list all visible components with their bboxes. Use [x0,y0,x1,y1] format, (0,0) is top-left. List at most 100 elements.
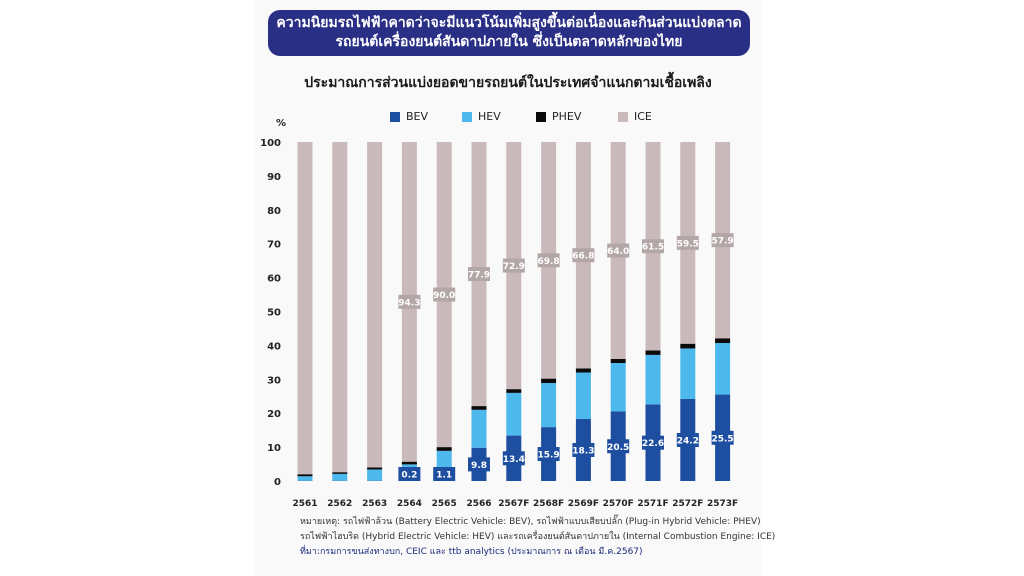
bar-hev-2563 [367,469,383,481]
ice-label-box-2565 [433,287,456,302]
x-tick-label-2566: 2566 [466,499,491,509]
y-tick-label: 30 [267,375,281,386]
x-tick-label-2562: 2562 [327,499,352,509]
x-tick-label-2571F: 2571F [637,499,668,509]
headline-line-1: ความนิยมรถไฟฟ้าคาดว่าจะมีแนวโน้มเพิ่มสูง… [276,15,742,31]
ice-value-label-2567F: 72.9 [503,262,525,272]
bar-phev-2569F [575,368,591,373]
bev-label-box-2569F [572,442,595,457]
ice-value-label-2565: 90.0 [433,291,455,301]
bev-label-box-2565 [433,467,456,481]
headline-line-2: รถยนต์เครื่องยนต์สันดาปภายใน ซึ่งเป็นตลา… [335,34,683,50]
bar-ice-2561 [297,142,313,475]
legend-label-hev: HEV [478,110,501,123]
y-tick-label: 10 [267,443,281,454]
ice-label-box-2566 [468,267,490,282]
bev-value-label-2567F: 13.4 [503,455,525,465]
bar-hev-2570F [610,363,626,412]
chart-notes: หมายเหตุ: รถไฟฟ้าล้วน (Battery Electric … [300,515,776,560]
bar-hev-2569F [575,372,591,419]
bev-label-box-2570F [607,439,630,454]
y-tick-label: 90 [267,172,281,183]
bar-ice-2563 [367,142,383,468]
bar-hev-2572F [680,348,696,399]
bar-phev-2563 [367,467,383,470]
bar-hev-2568F [541,383,557,428]
bev-value-label-2572F: 24.2 [677,436,699,446]
bev-label-box-2566 [468,457,490,472]
legend-label-ice: ICE [634,110,652,123]
ice-label-box-2567F [502,258,525,273]
legend-swatch-hev [462,111,472,122]
bar-phev-2573F [715,338,731,344]
y-axis-unit-label: % [276,118,286,129]
bev-value-label-2568F: 15.9 [537,451,559,461]
legend-swatch-phev [536,111,546,122]
x-tick-label-2570F: 2570F [603,499,634,509]
headline-banner: ความนิยมรถไฟฟ้าคาดว่าจะมีแนวโน้มเพิ่มสูง… [268,10,750,56]
bev-label-box-2567F [502,451,525,466]
x-tick-label-2567F: 2567F [498,499,529,509]
bar-phev-2564 [401,461,417,465]
y-tick-label: 40 [267,341,281,352]
ice-label-box-2571F [642,239,664,254]
legend-item-phev: PHEV [536,110,581,123]
bev-label-box-2572F [676,432,699,447]
ice-value-label-2572F: 59.5 [677,239,699,249]
x-tick-label-2563: 2563 [362,499,387,509]
ice-label-box-2572F [676,235,699,250]
bev-value-label-2565: 1.1 [436,471,452,481]
chart-legend: BEV HEV PHEV ICE [380,110,700,128]
x-tick-label-2573F: 2573F [707,499,738,509]
legend-label-bev: BEV [406,110,429,123]
note-line-1: หมายเหตุ: รถไฟฟ้าล้วน (Battery Electric … [300,517,761,527]
legend-item-ice: ICE [618,110,652,123]
bev-value-label-2564: 0.2 [401,471,417,481]
ice-value-label-2564: 94.3 [398,298,420,308]
bev-label-box-2573F [711,430,734,445]
bar-hev-2561 [297,476,313,481]
bev-value-label-2570F: 20.5 [607,443,629,453]
bar-hev-2567F [506,392,522,436]
bar-phev-2565 [436,447,452,451]
ice-label-box-2569F [572,248,595,263]
chart-title: ประมาณการส่วนแบ่งยอดขายรถยนต์ในประเทศจำแ… [304,75,712,91]
bev-label-box-2564 [398,467,421,481]
x-tick-label-2569F: 2569F [568,499,599,509]
bar-phev-2567F [506,389,522,393]
source-line: ที่มา:กรมการขนส่งทางบก, CEIC และ ttb ana… [300,547,643,557]
bar-hev-2562 [332,473,348,481]
stacked-bar-chart: % 0 10 20 30 40 50 60 70 80 90 100 2561 2562 2563 94.3 0… [260,118,738,509]
bev-label-box-2571F [642,435,664,450]
ice-label-box-2564 [398,294,421,309]
bev-value-label-2571F: 22.6 [642,439,664,449]
ice-label-box-2570F [607,243,630,258]
bar-phev-2570F [610,358,626,364]
y-tick-label: 70 [267,240,281,251]
y-tick-label: 20 [267,409,281,420]
legend-swatch-ice [618,111,628,122]
bar-phev-2562 [332,472,348,474]
ice-value-label-2568F: 69.8 [537,257,559,267]
note-line-2: รถไฟฟ้าไฮบริด (Hybrid Electric Vehicle: … [300,532,776,542]
y-tick-label: 80 [267,206,281,217]
legend-label-phev: PHEV [552,110,582,123]
legend-item-hev: HEV [462,110,501,123]
ice-value-label-2573F: 57.9 [711,237,733,247]
y-tick-label: 50 [267,308,281,319]
x-tick-label-2565: 2565 [432,499,457,509]
bev-value-label-2566: 9.8 [471,461,487,471]
x-tick-label-2561: 2561 [292,499,317,509]
bev-label-box-2568F [537,447,560,462]
bar-phev-2571F [645,350,661,355]
x-tick-label-2568F: 2568F [533,499,564,509]
y-tick-label: 0 [274,477,281,488]
bar-hev-2571F [645,354,661,405]
x-tick-label-2564: 2564 [397,499,422,509]
bar-hev-2566 [471,409,487,448]
bev-value-label-2573F: 25.5 [711,434,733,444]
y-tick-label: 100 [260,138,281,149]
legend-swatch-bev [390,111,400,122]
bar-ice-2562 [332,142,348,473]
bar-phev-2568F [541,378,557,384]
